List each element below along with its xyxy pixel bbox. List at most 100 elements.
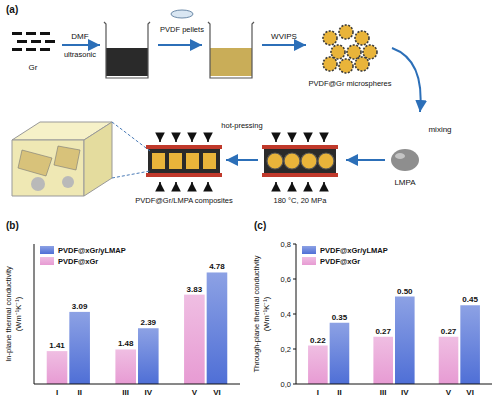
compressed-sphere	[203, 153, 216, 169]
graphite-flake	[12, 32, 22, 35]
pressure-arrow	[275, 182, 277, 190]
microsphere	[323, 31, 337, 45]
x-tick-label: II	[337, 388, 341, 397]
step-label: mixing	[428, 125, 451, 134]
y-axis-label-line: Through-plane thermal conductivity	[252, 255, 261, 372]
data-label: 2.39	[141, 318, 157, 327]
zoom-line	[112, 122, 150, 151]
compressed-sphere	[169, 153, 182, 169]
press-plate	[262, 173, 338, 177]
microsphere	[284, 153, 300, 169]
y-axis-label-line: (Wm⁻¹K⁻¹)	[262, 296, 271, 331]
beaker-liquid	[106, 48, 148, 76]
beaker	[208, 22, 254, 78]
bar	[115, 349, 136, 384]
x-axis	[34, 384, 240, 385]
press-plate	[262, 145, 338, 149]
step-label: ultrasonic	[64, 50, 96, 59]
bar	[207, 272, 228, 384]
bar	[395, 297, 415, 385]
pressure-arrow	[307, 182, 309, 190]
graphite-flake	[12, 48, 22, 51]
x-tick-label: III	[380, 388, 387, 397]
data-label: 0.27	[375, 327, 391, 336]
step-label: DMF	[71, 32, 88, 41]
filler-sheet	[54, 146, 80, 170]
process-diagram: (a) Gr DMF ultrasonic PVDF pellets WVIPS PVDF@…	[6, 4, 452, 205]
pressure-arrow	[191, 182, 193, 190]
bar	[69, 312, 90, 384]
process-arrow	[262, 44, 306, 46]
microsphere	[339, 25, 353, 39]
bar	[460, 305, 480, 384]
pressure-arrow	[191, 134, 193, 142]
lmpa-blob	[391, 149, 419, 171]
material-label: LMPA	[394, 178, 416, 187]
bar-chart: (b) In-plane thermal conductivity(Wm⁻¹K⁻¹…	[4, 220, 240, 397]
graphite-flake	[26, 48, 36, 51]
legend-label: PVDF@xGr/yLMAP	[58, 246, 126, 255]
microsphere	[318, 153, 334, 169]
bar	[373, 337, 393, 384]
graphite-flake	[26, 32, 36, 35]
bars	[47, 272, 228, 384]
legend-swatch	[40, 257, 54, 265]
pressure-arrow	[207, 182, 209, 190]
panel-label: (a)	[6, 4, 18, 15]
product-label: PVDF@Gr microspheres	[308, 79, 391, 88]
block-front	[12, 140, 84, 196]
y-tick-label: 0,0	[281, 380, 291, 389]
legend-label: PVDF@xGr	[58, 257, 98, 266]
graphite-flake	[45, 40, 55, 43]
pressure-arrow	[291, 182, 293, 190]
pressure-arrow	[175, 182, 177, 190]
x-tick-label: III	[122, 388, 129, 397]
process-arrow	[392, 48, 421, 112]
step-label: WVIPS	[271, 32, 297, 41]
graphite-flake	[40, 48, 50, 51]
x-tick-label: I	[317, 388, 319, 397]
y-axis-label-line: In-plane thermal conductivity	[4, 266, 13, 362]
x-tick-label: II	[77, 388, 81, 397]
figure: (a) Gr DMF ultrasonic PVDF pellets WVIPS PVDF@…	[0, 0, 500, 409]
data-label: 3.83	[187, 285, 203, 294]
pressure-arrow	[207, 134, 209, 142]
y-tick-label: 0,2	[281, 345, 291, 354]
graphite-flake	[40, 32, 50, 35]
microsphere	[339, 59, 353, 73]
step-label: PVDF pellets	[160, 25, 204, 34]
mold	[148, 149, 220, 173]
graphite-label: Gr	[29, 63, 38, 72]
pressure-arrow	[291, 134, 293, 142]
x-axis	[296, 384, 492, 385]
y-tick-label: 0,4	[281, 310, 291, 319]
y-axis-label: Through-plane thermal conductivity(Wm⁻¹K…	[252, 255, 271, 372]
data-label: 1.48	[118, 339, 134, 348]
panel-label: (c)	[254, 220, 266, 231]
legend-label: PVDF@xGr/yLMAP	[320, 246, 388, 255]
bar	[330, 323, 350, 384]
pressure-arrow	[159, 182, 161, 190]
data-label: 0.50	[397, 287, 413, 296]
bar	[308, 346, 328, 385]
y-axis	[34, 244, 35, 384]
x-tick-label: VI	[466, 388, 474, 397]
process-arrow	[62, 44, 100, 46]
pressure-arrow	[175, 134, 177, 142]
microsphere	[355, 31, 369, 45]
bar	[439, 337, 459, 384]
step-label: hot-pressing	[221, 121, 262, 130]
graphite-flake	[31, 40, 41, 43]
compressed-sphere	[152, 153, 165, 169]
y-axis-label-line: (Wm⁻¹K⁻¹)	[14, 296, 23, 331]
block-side	[84, 122, 112, 196]
data-labels: 0.350.500.450.220.270.27	[310, 287, 478, 345]
legend-swatch	[302, 257, 316, 265]
panel-label: (b)	[6, 220, 19, 231]
zoom-line	[112, 171, 150, 178]
process-arrow	[226, 159, 258, 161]
y-tick-label: 0,6	[281, 275, 291, 284]
y-tick-label: 0,8	[281, 240, 291, 249]
bar	[47, 351, 68, 384]
pressure-arrow	[307, 134, 309, 142]
